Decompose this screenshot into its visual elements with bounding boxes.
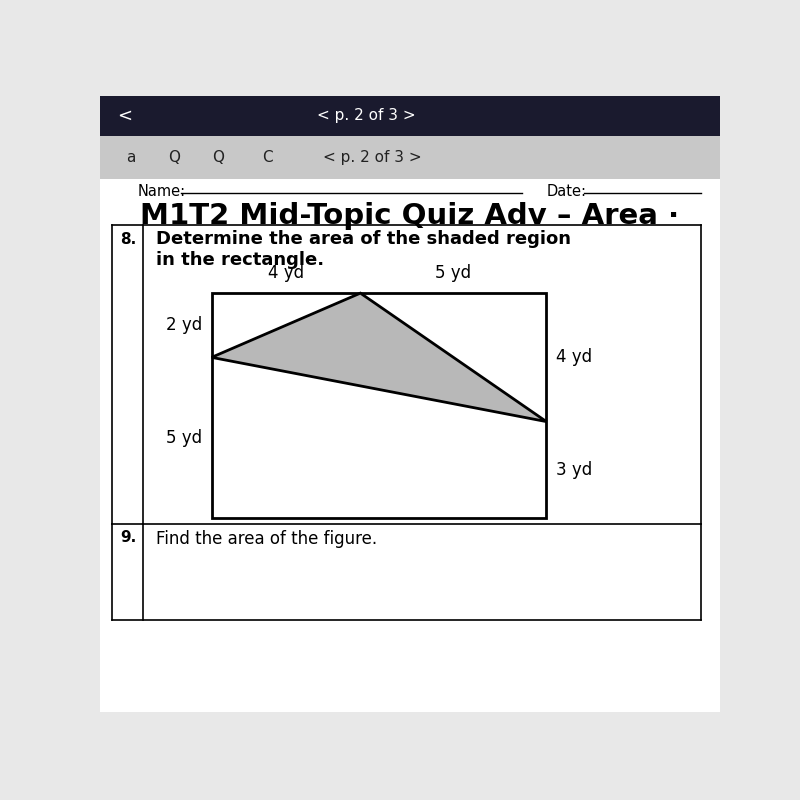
Polygon shape xyxy=(211,293,546,422)
Text: Name:: Name: xyxy=(138,184,186,199)
Text: 2 yd: 2 yd xyxy=(166,316,202,334)
Text: < p. 2 of 3 >: < p. 2 of 3 > xyxy=(318,108,416,123)
Text: 5 yd: 5 yd xyxy=(166,429,202,446)
Bar xyxy=(211,293,546,518)
Text: C: C xyxy=(262,150,273,165)
Text: a: a xyxy=(126,150,136,165)
Text: Find the area of the figure.: Find the area of the figure. xyxy=(156,530,377,548)
Text: in the rectangle.: in the rectangle. xyxy=(156,251,324,270)
FancyBboxPatch shape xyxy=(100,96,720,136)
Text: 4 yd: 4 yd xyxy=(268,264,304,282)
Text: 5 yd: 5 yd xyxy=(435,264,471,282)
Text: 4 yd: 4 yd xyxy=(556,348,592,366)
Text: 3 yd: 3 yd xyxy=(556,461,592,478)
Text: 9.: 9. xyxy=(120,530,136,546)
Text: Date:: Date: xyxy=(546,184,586,199)
Text: <: < xyxy=(118,106,132,125)
Text: M1T2 Mid-Topic Quiz Adv – Area ·: M1T2 Mid-Topic Quiz Adv – Area · xyxy=(141,202,679,230)
Text: 8.: 8. xyxy=(120,231,136,246)
Text: Determine the area of the shaded region: Determine the area of the shaded region xyxy=(156,230,570,248)
FancyBboxPatch shape xyxy=(100,136,720,179)
Text: Q: Q xyxy=(212,150,224,165)
Text: < p. 2 of 3 >: < p. 2 of 3 > xyxy=(323,150,422,165)
Text: Q: Q xyxy=(168,150,180,165)
FancyBboxPatch shape xyxy=(100,96,720,712)
